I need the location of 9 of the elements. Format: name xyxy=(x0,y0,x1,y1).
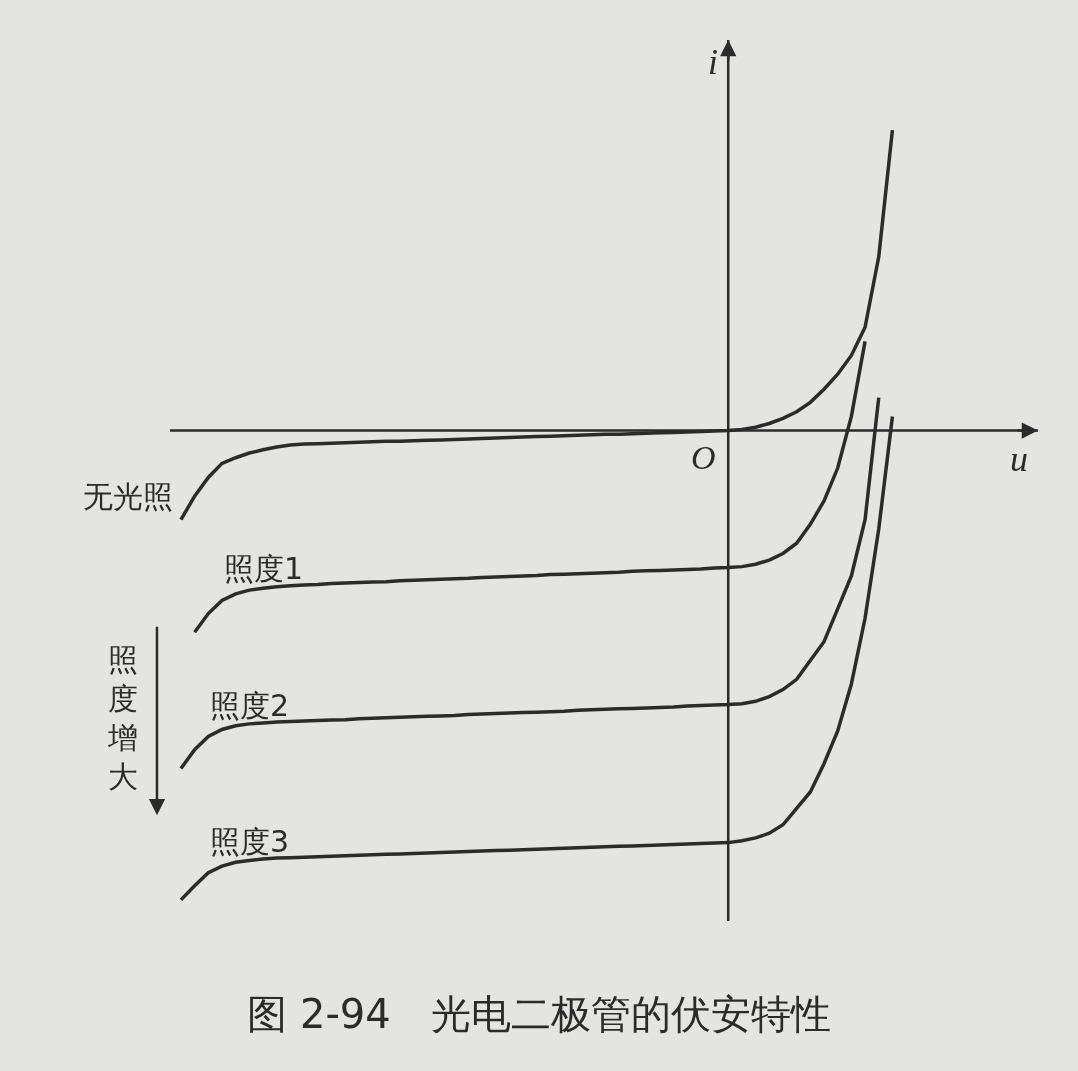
series-label: 无光照 xyxy=(83,479,173,514)
text: 图 2-94 光电二极管的伏安特性 xyxy=(247,991,831,1038)
x-axis-title: u xyxy=(1010,439,1028,479)
series-label: 照度3 xyxy=(210,824,290,859)
series-label: 照度2 xyxy=(210,688,290,723)
text: 照度增大 xyxy=(107,642,138,794)
y-axis-title: i xyxy=(708,42,719,82)
annotation: O xyxy=(691,439,716,476)
series-label: 照度1 xyxy=(224,551,304,586)
